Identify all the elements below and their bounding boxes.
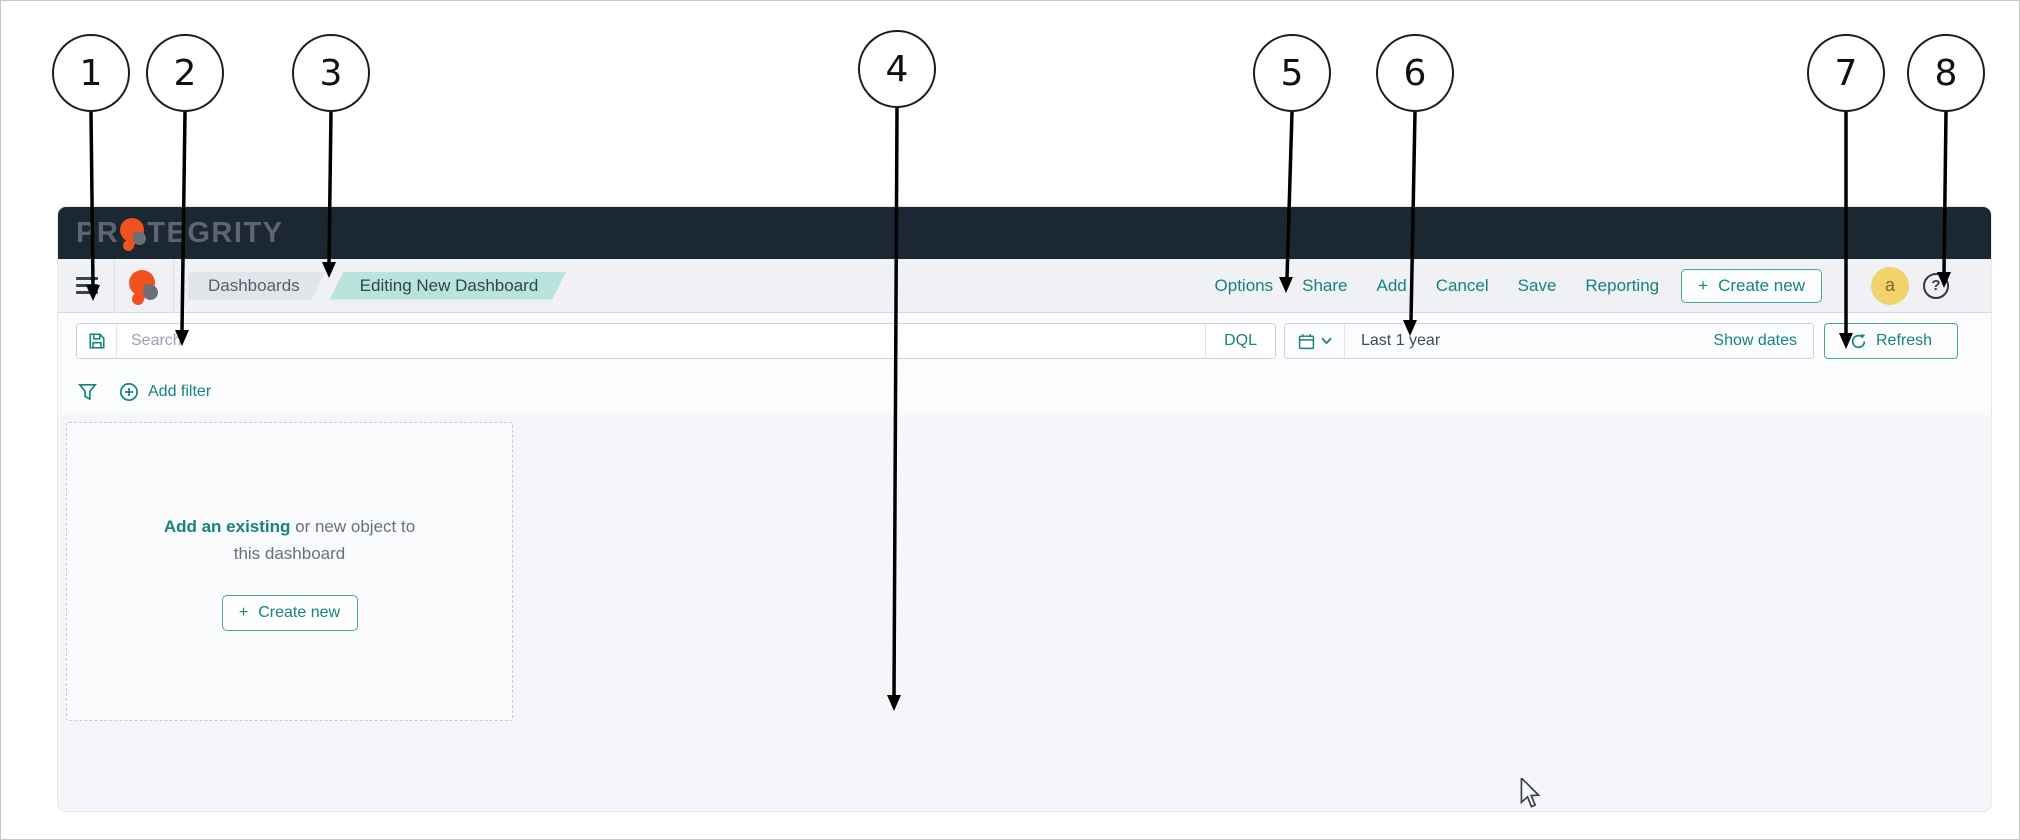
plus-icon: + [1698,275,1709,295]
callout-8: 8 [1907,34,1985,112]
brand-header: PR TEGRITY [58,207,1991,259]
time-range-value[interactable]: Last 1 year [1361,332,1441,349]
breadcrumb-dashboards[interactable]: Dashboards [188,272,326,300]
refresh-icon [1851,333,1866,348]
add-existing-link[interactable]: Add an existing [163,517,291,536]
divider [173,258,174,313]
callout-5: 5 [1253,34,1331,112]
options-link[interactable]: Options [1214,275,1274,295]
brand-logo-icon [120,218,148,253]
query-bar: DQL Last 1 year Show dates [58,313,1991,369]
panel-create-new-label: Create new [258,604,341,622]
refresh-button[interactable]: Refresh [1824,323,1958,359]
protegrity-logo: PR TEGRITY [76,216,284,253]
create-new-label: Create new [1718,275,1805,295]
plus-icon: + [238,604,249,622]
callout-1: 1 [52,34,130,112]
menu-icon[interactable] [76,277,100,294]
empty-dashboard-panel: Add an existing or new object to this da… [66,422,513,721]
plus-circle-icon [120,383,138,401]
save-link[interactable]: Save [1517,275,1557,295]
callout-6: 6 [1376,34,1454,112]
reporting-link[interactable]: Reporting [1585,275,1660,295]
filter-icon[interactable] [78,383,97,402]
navbar: Dashboards Editing New Dashboard Options… [58,258,1991,313]
search-box: DQL [76,323,1276,359]
query-language-button[interactable]: DQL [1205,324,1275,358]
search-input[interactable] [117,332,1206,350]
divider [114,258,115,313]
panel-create-new-button[interactable]: + Create new [221,595,358,632]
empty-panel-text: Add an existing or new object to this da… [164,513,415,567]
callout-3: 3 [292,34,370,112]
mouse-cursor-icon [1520,778,1541,808]
nav-actions: Options Share Add Cancel Save Reporting [1215,276,1660,296]
create-new-button[interactable]: + Create new [1681,268,1822,303]
empty-panel-line1: or new object to [290,517,416,536]
calendar-dropdown[interactable] [1285,324,1345,358]
dashboard-content: Add an existing or new object to this da… [58,415,1991,811]
calendar-icon [1298,333,1314,349]
avatar[interactable]: a [1871,266,1909,305]
add-link[interactable]: Add [1376,275,1407,295]
filter-bar: Add filter [58,369,1991,415]
breadcrumb-editing-new-dashboard[interactable]: Editing New Dashboard [330,272,567,300]
app-window: PR TEGRITY Dashboards Editing New Dashbo… [58,207,1991,811]
share-link[interactable]: Share [1302,275,1348,295]
cancel-link[interactable]: Cancel [1435,275,1489,295]
app-logo-icon[interactable] [129,268,160,307]
callout-4: 4 [858,30,936,108]
brand-suffix: TEGRITY [147,216,284,249]
empty-panel-line2: this dashboard [233,544,346,564]
divider [1844,258,1845,313]
add-filter-label: Add filter [148,383,212,400]
callout-7: 7 [1807,34,1885,112]
brand-prefix: PR [76,216,120,249]
callout-2: 2 [146,34,224,112]
refresh-label: Refresh [1875,332,1933,349]
help-icon[interactable]: ? [1923,272,1949,299]
show-dates-link[interactable]: Show dates [1713,332,1797,349]
time-picker: Last 1 year Show dates [1284,323,1814,359]
add-filter-button[interactable]: Add filter [119,382,211,402]
chevron-down-icon [1320,337,1332,345]
save-query-icon[interactable] [77,324,117,358]
